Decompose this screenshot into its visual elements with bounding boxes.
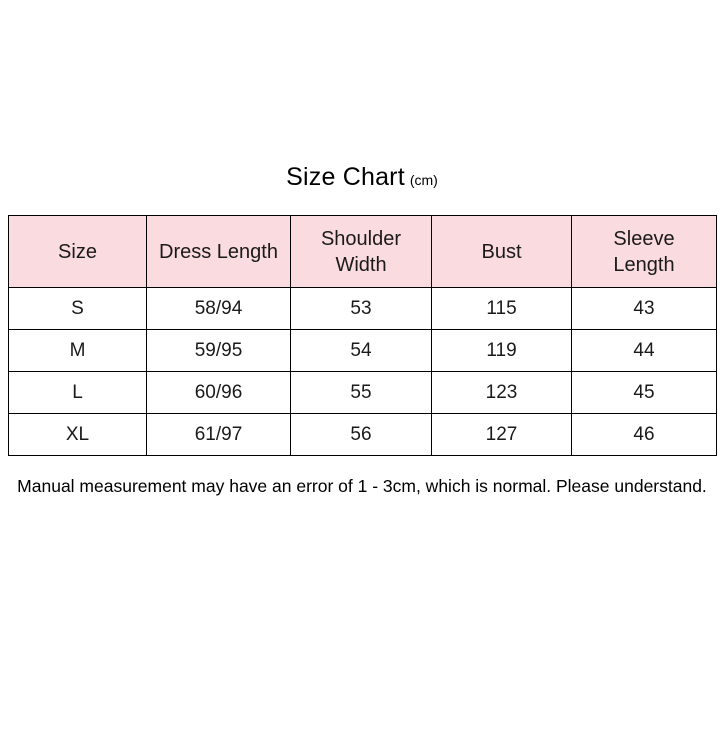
column-header-label: Bust (481, 240, 522, 263)
column-header-dress-length: Dress Length (146, 215, 291, 288)
table-row-size-l: L 60/96 55 123 45 (8, 371, 717, 414)
table-cell-bust: 123 (431, 371, 572, 414)
table-cell-bust: 115 (431, 287, 572, 330)
column-header-bust: Bust (431, 215, 572, 288)
column-header-label: Dress Length (159, 240, 278, 263)
column-header-label: Shoulder Width (320, 227, 402, 276)
table-cell-bust: 127 (431, 413, 572, 456)
size-chart-table: Size Dress Length Shoulder Width Bust Sl… (8, 215, 717, 456)
table-cell-size: M (8, 329, 147, 372)
page-title-unit: (cm) (409, 172, 438, 188)
table-cell-dress-length: 60/96 (146, 371, 291, 414)
table-row-size-m: M 59/95 54 119 44 (8, 329, 717, 372)
table-cell-size: S (8, 287, 147, 330)
column-header-size: Size (8, 215, 147, 288)
page-title-text: Size Chart (286, 163, 405, 191)
table-cell-shoulder-width: 55 (290, 371, 432, 414)
table-cell-size: XL (8, 413, 147, 456)
table-cell-shoulder-width: 54 (290, 329, 432, 372)
table-cell-size: L (8, 371, 147, 414)
table-cell-sleeve-length: 43 (571, 287, 717, 330)
column-header-label: Size (58, 240, 97, 263)
table-cell-bust: 119 (431, 329, 572, 372)
table-row-size-s: S 58/94 53 115 43 (8, 287, 717, 330)
table-header-row: Size Dress Length Shoulder Width Bust Sl… (8, 215, 717, 288)
table-cell-sleeve-length: 46 (571, 413, 717, 456)
measurement-note: Manual measurement may have an error of … (17, 476, 707, 496)
table-row-size-xl: XL 61/97 56 127 46 (8, 413, 717, 456)
table-cell-shoulder-width: 53 (290, 287, 432, 330)
table-cell-dress-length: 59/95 (146, 329, 291, 372)
table-cell-dress-length: 61/97 (146, 413, 291, 456)
table-cell-sleeve-length: 45 (571, 371, 717, 414)
column-header-label: Sleeve Length (613, 227, 675, 276)
table-cell-shoulder-width: 56 (290, 413, 432, 456)
page-title: Size Chart (cm) (0, 163, 724, 192)
column-header-shoulder-width: Shoulder Width (290, 215, 432, 288)
table-cell-dress-length: 58/94 (146, 287, 291, 330)
table-cell-sleeve-length: 44 (571, 329, 717, 372)
column-header-sleeve-length: Sleeve Length (571, 215, 717, 288)
